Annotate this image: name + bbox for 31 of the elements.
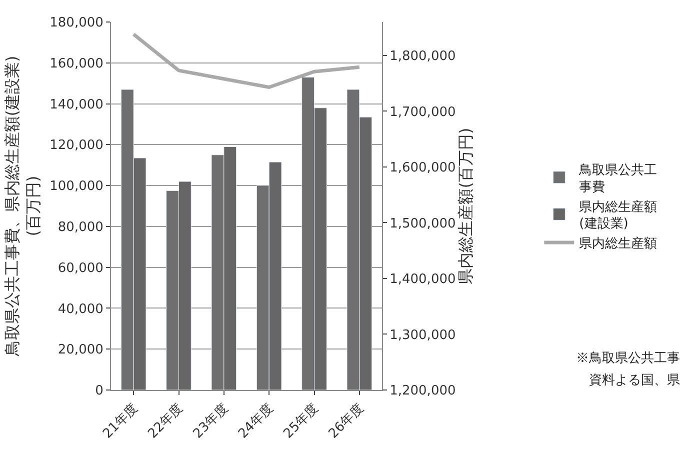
y-tick-label: 0 bbox=[95, 384, 104, 399]
y2-tick-label: 1,400,000 bbox=[390, 272, 456, 288]
y2-tick-label: 1,600,000 bbox=[390, 160, 456, 176]
y-tick-label: 100,000 bbox=[50, 179, 104, 194]
y-tick-label: 120,000 bbox=[50, 138, 104, 154]
y2-tick-label: 1,500,000 bbox=[390, 216, 456, 232]
x-tick-label: 25年度 bbox=[280, 400, 322, 442]
y-tick-label: 80,000 bbox=[58, 220, 104, 235]
y-tick-label: 20,000 bbox=[58, 342, 104, 358]
y2-tick-label: 1,800,000 bbox=[390, 49, 456, 64]
line-series bbox=[132, 32, 362, 89]
text: ※鳥取県公共工事 bbox=[576, 351, 680, 366]
y-tick-label: 160,000 bbox=[50, 56, 104, 72]
y-tick-label: 40,000 bbox=[58, 302, 104, 317]
y-tick-label: 140,000 bbox=[50, 97, 104, 112]
y2-tick-label: 1,700,000 bbox=[390, 104, 456, 120]
x-tick-label: 26年度 bbox=[325, 400, 367, 442]
legend-label: 県内総生産額 bbox=[579, 236, 658, 252]
x-tick-label: 23年度 bbox=[190, 400, 232, 442]
text: 資料よる国、県 bbox=[589, 373, 680, 388]
y-tick-label: 60,000 bbox=[58, 260, 104, 276]
y2-tick-label: 1,300,000 bbox=[390, 328, 456, 343]
y-axis-title: 鳥取県公共工事費、県内総生産額(建設業) (百万円) bbox=[2, 56, 43, 358]
x-tick-label: 22年度 bbox=[144, 400, 186, 442]
x-tick-label: 21年度 bbox=[100, 400, 142, 442]
y-tick-label: 180,000 bbox=[50, 16, 104, 31]
y2-axis-title: 県内総生産額(百万円) bbox=[456, 128, 475, 284]
legend-label: 鳥取県公共工事費 bbox=[578, 163, 658, 195]
legend-label: 県内総生産額(建設業) bbox=[579, 198, 658, 232]
x-tick-label: 24年度 bbox=[235, 400, 277, 442]
y2-tick-label: 1,200,000 bbox=[390, 384, 456, 399]
